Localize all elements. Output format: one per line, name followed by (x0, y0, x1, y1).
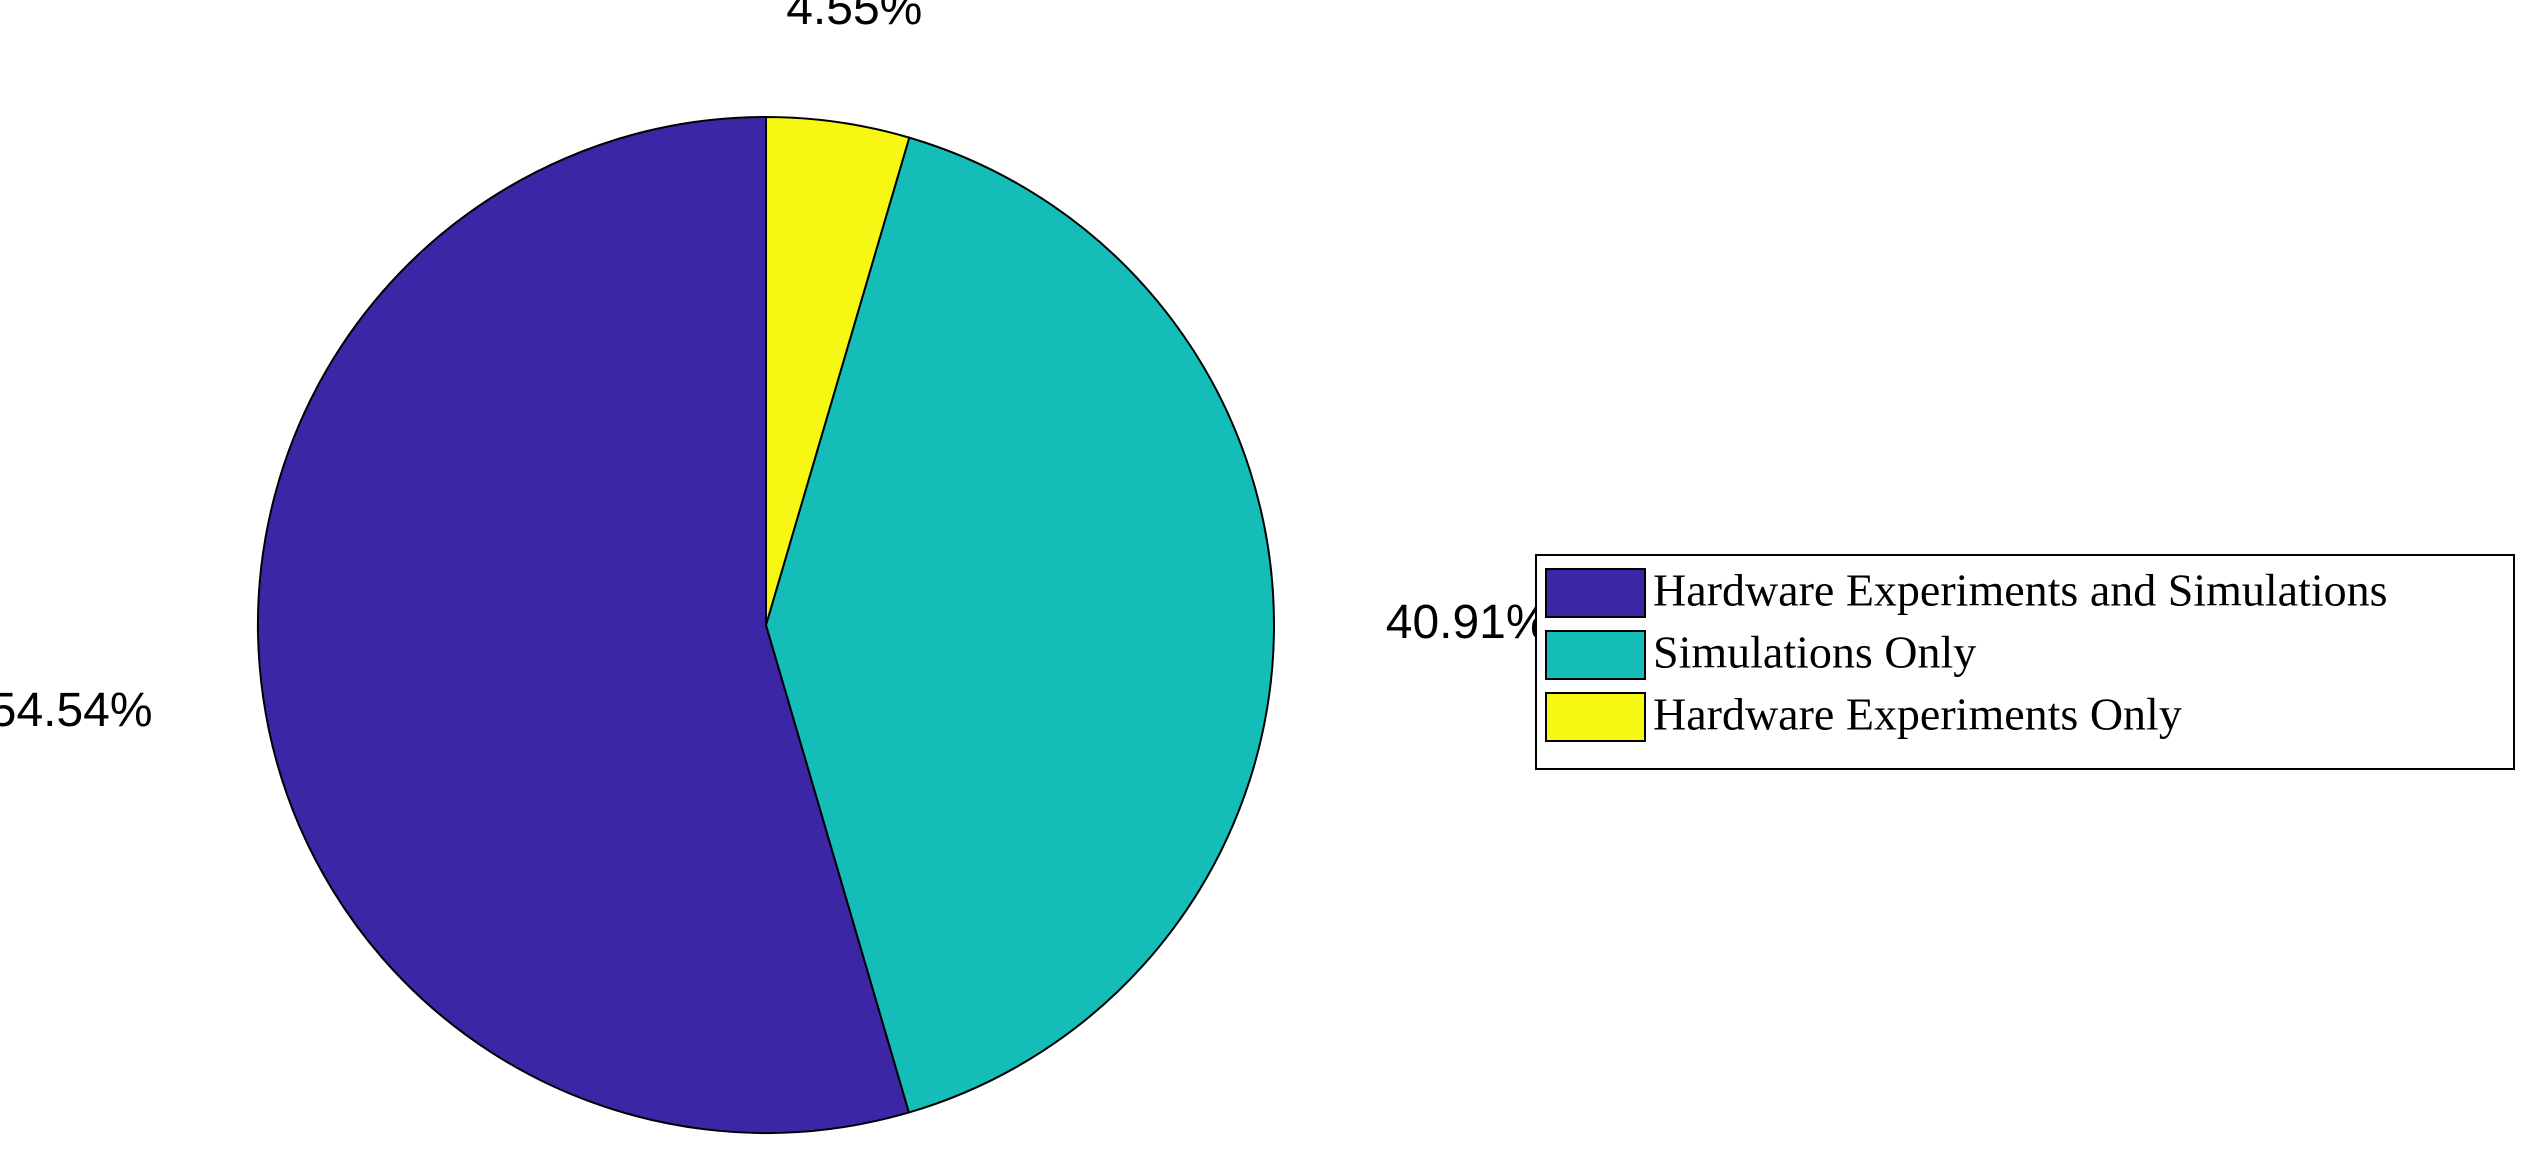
legend-box (1535, 554, 2515, 770)
value-label: 4.55% (786, 0, 922, 35)
legend-swatch (1545, 630, 1646, 680)
pie-slice (257, 115, 911, 1134)
pie-slice (765, 115, 911, 626)
legend-label: Hardware Experiments Only (1653, 689, 2182, 740)
value-label: 54.54% (0, 684, 153, 737)
value-label: 40.91% (1386, 596, 1549, 649)
legend-swatch (1545, 692, 1646, 742)
legend-label: Simulations Only (1653, 627, 1976, 678)
legend-label: Hardware Experiments and Simulations (1653, 565, 2388, 616)
legend-swatch (1545, 568, 1646, 618)
pie-slice (764, 136, 1275, 1114)
